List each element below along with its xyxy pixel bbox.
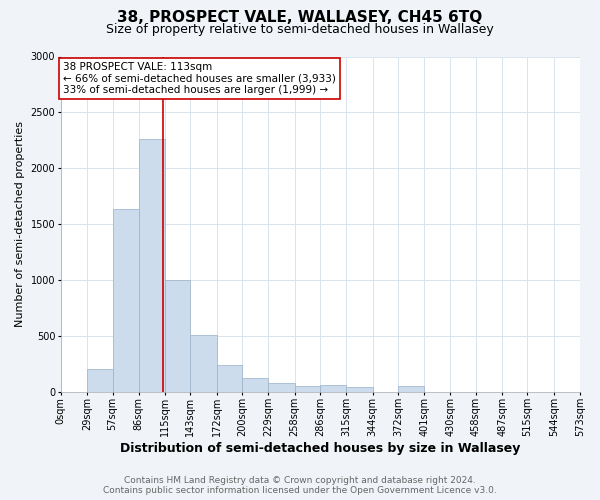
Bar xyxy=(87,369,113,392)
Bar xyxy=(190,334,217,392)
Bar xyxy=(139,139,165,392)
X-axis label: Distribution of semi-detached houses by size in Wallasey: Distribution of semi-detached houses by … xyxy=(120,442,521,455)
Bar xyxy=(113,210,139,392)
Text: Size of property relative to semi-detached houses in Wallasey: Size of property relative to semi-detach… xyxy=(106,22,494,36)
Y-axis label: Number of semi-detached properties: Number of semi-detached properties xyxy=(15,121,25,327)
Bar xyxy=(242,378,268,392)
Bar xyxy=(268,383,295,392)
Text: Contains HM Land Registry data © Crown copyright and database right 2024.
Contai: Contains HM Land Registry data © Crown c… xyxy=(103,476,497,495)
Text: 38, PROSPECT VALE, WALLASEY, CH45 6TQ: 38, PROSPECT VALE, WALLASEY, CH45 6TQ xyxy=(118,10,482,25)
Text: 38 PROSPECT VALE: 113sqm
← 66% of semi-detached houses are smaller (3,933)
33% o: 38 PROSPECT VALE: 113sqm ← 66% of semi-d… xyxy=(62,62,335,96)
Bar xyxy=(346,387,373,392)
Bar xyxy=(320,386,346,392)
Bar xyxy=(165,280,190,392)
Bar xyxy=(398,386,424,392)
Bar xyxy=(295,386,320,392)
Bar xyxy=(217,364,242,392)
